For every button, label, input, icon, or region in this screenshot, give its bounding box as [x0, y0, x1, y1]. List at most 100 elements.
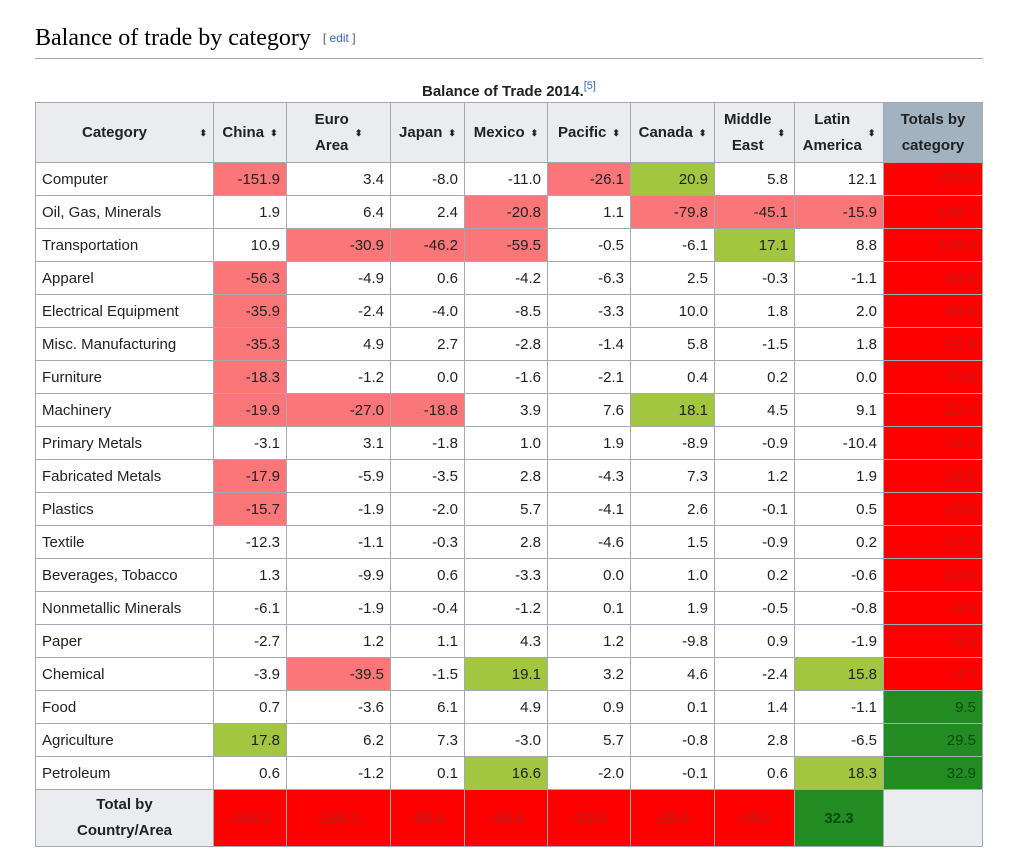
- value-cell: -4.3: [547, 459, 631, 493]
- total-cell: 9.5: [883, 690, 983, 724]
- value-cell: 7.3: [630, 459, 715, 493]
- value-cell: 0.2: [714, 360, 795, 394]
- category-cell: Computer: [35, 162, 214, 196]
- value-cell: -18.3: [213, 360, 287, 394]
- header-label: Category: [82, 120, 147, 146]
- column-header-china[interactable]: China ⬍: [213, 102, 287, 163]
- header-content: Japan ⬍: [397, 120, 458, 146]
- category-cell: Paper: [35, 624, 214, 658]
- value-cell: -2.0: [390, 492, 465, 526]
- value-cell: 1.1: [547, 195, 631, 229]
- value-cell: -26.1: [547, 162, 631, 196]
- table-row: Textile -12.3 -1.1 -0.3 2.8 -4.6 1.5 -0.9 0.2 -14…: [35, 525, 983, 559]
- table-row: Furniture -18.3 -1.2 0.0 -1.6 -2.1 0.4 0.2 0.0 -2…: [35, 360, 983, 394]
- value-cell: 1.0: [630, 558, 715, 592]
- value-cell: -0.3: [390, 525, 465, 559]
- value-cell: -0.1: [714, 492, 795, 526]
- sort-icon[interactable]: ⬍: [612, 127, 620, 138]
- column-header-euro-area[interactable]: Euro Area ⬍: [286, 102, 391, 163]
- category-cell: Furniture: [35, 360, 214, 394]
- value-cell: 1.2: [286, 624, 391, 658]
- header-content: Middle East ⬍: [721, 107, 788, 159]
- value-cell: -79.8: [630, 195, 715, 229]
- value-cell: 10.9: [213, 228, 287, 262]
- section-title: Balance of trade by category: [35, 25, 311, 51]
- table-row: Paper -2.7 1.2 1.1 4.3 1.2 -9.8 0.9 -1.9 -5.8: [35, 624, 983, 658]
- value-cell: 7.3: [390, 723, 465, 757]
- value-cell: -8.0: [390, 162, 465, 196]
- sort-icon[interactable]: ⬍: [530, 127, 539, 138]
- value-cell: 5.8: [714, 162, 795, 196]
- value-cell: 7.6: [547, 393, 631, 427]
- value-cell: 20.9: [630, 162, 715, 196]
- category-cell: Agriculture: [35, 723, 214, 757]
- category-cell: Oil, Gas, Minerals: [35, 195, 214, 229]
- reference-link[interactable]: [5]: [583, 80, 596, 92]
- sort-icon[interactable]: ⬍: [698, 127, 707, 138]
- header-label-line2: Area: [315, 136, 349, 154]
- value-cell: 1.9: [547, 426, 631, 460]
- value-cell: -12.3: [213, 525, 287, 559]
- value-cell: -2.7: [213, 624, 287, 658]
- edit-bracket-close: ]: [348, 31, 356, 45]
- value-cell: -3.0: [464, 723, 548, 757]
- value-cell: -1.9: [286, 492, 391, 526]
- table-row: Electrical Equipment -35.9 -2.4 -4.0 -8.5 -3.…: [35, 294, 983, 328]
- sort-icon[interactable]: ⬍: [354, 127, 363, 138]
- header-content: China ⬍: [220, 120, 280, 146]
- value-cell: -0.9: [714, 426, 795, 460]
- value-cell: -39.5: [286, 657, 391, 691]
- value-cell: 9.1: [794, 393, 884, 427]
- value-cell: 0.9: [714, 624, 795, 658]
- sort-icon[interactable]: ⬍: [867, 127, 876, 138]
- value-cell: -1.1: [794, 690, 884, 724]
- sort-icon[interactable]: ⬍: [270, 127, 278, 138]
- value-cell: -1.2: [286, 756, 391, 790]
- footer-row: Total by Country/Area -346.1 -106.1 -65.6 -54…: [35, 789, 983, 847]
- category-cell: Nonmetallic Minerals: [35, 591, 214, 625]
- value-cell: 1.8: [794, 327, 884, 361]
- column-header-mexico[interactable]: Mexico ⬍: [464, 102, 548, 163]
- value-cell: -6.1: [213, 591, 287, 625]
- value-cell: -2.4: [286, 294, 391, 328]
- value-cell: 2.6: [630, 492, 715, 526]
- table-row: Agriculture 17.8 6.2 7.3 -3.0 5.7 -0.8 2.8 -6.5 2…: [35, 723, 983, 757]
- edit-link[interactable]: edit: [329, 31, 349, 45]
- value-cell: 3.1: [286, 426, 391, 460]
- column-header-middle-east[interactable]: Middle East ⬍: [714, 102, 795, 163]
- value-cell: -0.3: [714, 261, 795, 295]
- value-cell: -9.8: [630, 624, 715, 658]
- column-header-category[interactable]: Category ⬍: [35, 102, 214, 163]
- table-row: Beverages, Tobacco 1.3 -9.9 0.6 -3.3 0.0 1.0 0.…: [35, 558, 983, 592]
- header-label-line2: East: [731, 136, 764, 154]
- value-cell: 8.8: [794, 228, 884, 262]
- value-cell: -0.8: [630, 723, 715, 757]
- value-cell: 0.4: [630, 360, 715, 394]
- category-cell: Plastics: [35, 492, 214, 526]
- value-cell: 15.8: [794, 657, 884, 691]
- sort-icon[interactable]: ⬍: [199, 127, 207, 138]
- value-cell: 0.0: [794, 360, 884, 394]
- header-content: Latin America ⬍: [801, 107, 877, 159]
- reference-sup: [5]: [584, 80, 596, 92]
- value-cell: -10.4: [794, 426, 884, 460]
- value-cell: 4.3: [464, 624, 548, 658]
- category-cell: Electrical Equipment: [35, 294, 214, 328]
- value-cell: -0.5: [714, 591, 795, 625]
- header-label: Canada: [639, 120, 693, 146]
- column-header-latin-america[interactable]: Latin America ⬍: [794, 102, 884, 163]
- value-cell: 1.1: [390, 624, 465, 658]
- column-header-canada[interactable]: Canada ⬍: [630, 102, 715, 163]
- column-header-pacific[interactable]: Pacific ⬍: [547, 102, 631, 163]
- value-cell: -1.8: [390, 426, 465, 460]
- value-cell: -2.8: [464, 327, 548, 361]
- header-content: Pacific ⬍: [554, 120, 624, 146]
- category-cell: Transportation: [35, 228, 214, 262]
- header-label-line1: Pacific: [558, 123, 607, 141]
- column-header-japan[interactable]: Japan ⬍: [390, 102, 465, 163]
- value-cell: 3.9: [464, 393, 548, 427]
- caption-text: Balance of Trade 2014.: [422, 83, 584, 100]
- sort-icon[interactable]: ⬍: [777, 127, 786, 138]
- value-cell: -3.3: [547, 294, 631, 328]
- sort-icon[interactable]: ⬍: [448, 127, 456, 138]
